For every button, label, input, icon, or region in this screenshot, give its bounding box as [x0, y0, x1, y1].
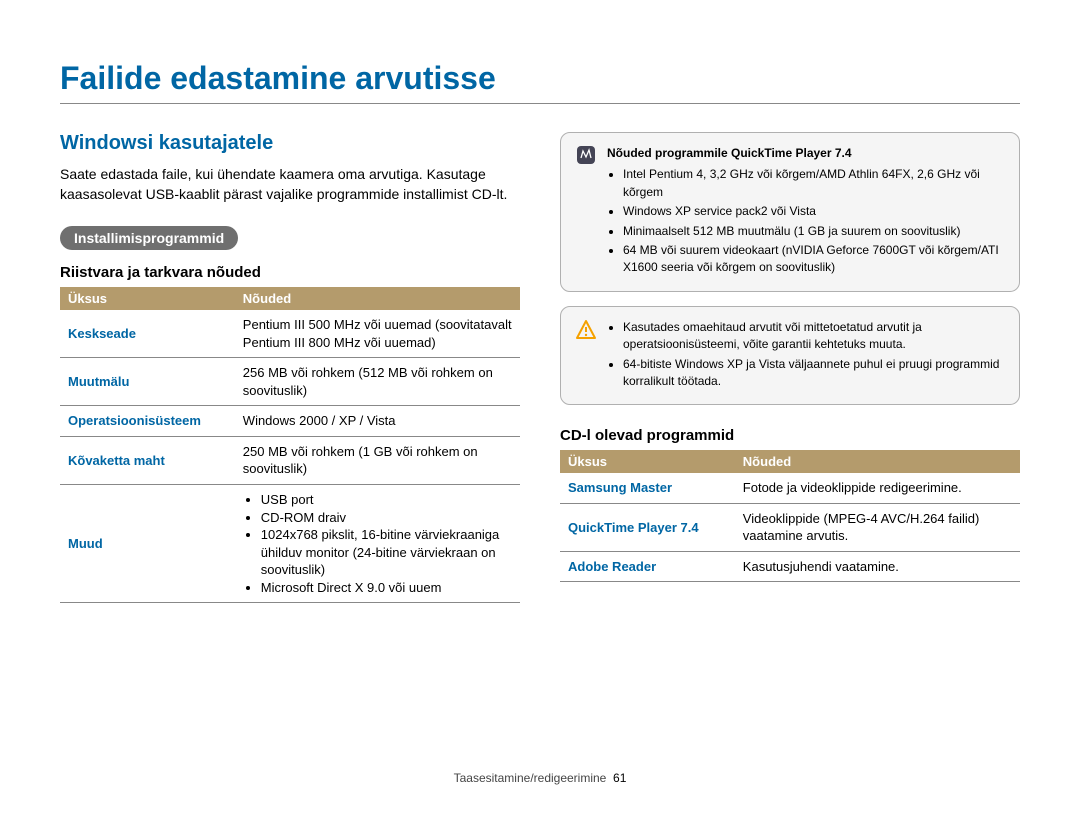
req-os-key: Operatsioonisüsteem [60, 406, 235, 437]
table-row: Operatsioonisüsteem Windows 2000 / XP / … [60, 406, 520, 437]
req-other-1: USB port [261, 491, 512, 509]
req-os-val: Windows 2000 / XP / Vista [235, 406, 520, 437]
install-pill: Installimisprogrammid [60, 226, 238, 250]
cd-th-item: Üksus [560, 450, 735, 473]
requirements-table: Üksus Nõuded Keskseade Pentium III 500 M… [60, 287, 520, 603]
cd-heading: CD-l olevad programmid [560, 427, 1020, 444]
req-cpu-val: Pentium III 500 MHz või uuemad (soovitat… [235, 310, 520, 358]
right-column: Nõuded programmile QuickTime Player 7.4 … [560, 132, 1020, 603]
req-other-4: Microsoft Direct X 9.0 või uuem [261, 579, 512, 597]
table-row: Adobe Reader Kasutusjuhendi vaatamine. [560, 551, 1020, 582]
req-other-val: USB port CD-ROM draiv 1024x768 pikslit, … [235, 485, 520, 603]
footer-page: 61 [613, 771, 626, 785]
warning-icon [575, 319, 597, 393]
cd-r1k: Samsung Master [560, 473, 735, 503]
req-ram-key: Muutmälu [60, 358, 235, 406]
req-ram-val: 256 MB või rohkem (512 MB või rohkem on … [235, 358, 520, 406]
req-th-item: Üksus [60, 287, 235, 310]
req-cpu-key: Keskseade [60, 310, 235, 358]
content-columns: Windowsi kasutajatele Saate edastada fai… [60, 132, 1020, 603]
note-item-3: Minimaalselt 512 MB muutmälu (1 GB ja su… [623, 223, 1005, 240]
req-hd-key: Kõvaketta maht [60, 436, 235, 484]
table-row: Kõvaketta maht 250 MB või rohkem (1 GB v… [60, 436, 520, 484]
table-row: Samsung Master Fotode ja videoklippide r… [560, 473, 1020, 503]
left-column: Windowsi kasutajatele Saate edastada fai… [60, 132, 520, 603]
windows-intro: Saate edastada faile, kui ühendate kaame… [60, 165, 520, 204]
table-row: Muutmälu 256 MB või rohkem (512 MB või r… [60, 358, 520, 406]
cd-r2v: Videoklippide (MPEG-4 AVC/H.264 failid) … [735, 503, 1020, 551]
req-other-key: Muud [60, 485, 235, 603]
note-title: Nõuded programmile QuickTime Player 7.4 [607, 145, 1005, 162]
note-icon [575, 145, 597, 279]
page-title: Failide edastamine arvutisse [60, 60, 1020, 104]
cd-r3k: Adobe Reader [560, 551, 735, 582]
note-item-1: Intel Pentium 4, 3,2 GHz või kõrgem/AMD … [623, 166, 1005, 201]
footer-section: Taasesitamine/redigeerimine [454, 771, 607, 785]
page-footer: Taasesitamine/redigeerimine 61 [0, 771, 1080, 785]
table-row: QuickTime Player 7.4 Videoklippide (MPEG… [560, 503, 1020, 551]
req-other-3: 1024x768 pikslit, 16-bitine värviekraani… [261, 526, 512, 579]
table-row: Muud USB port CD-ROM draiv 1024x768 piks… [60, 485, 520, 603]
cd-r2k: QuickTime Player 7.4 [560, 503, 735, 551]
warn-item-2: 64-bitiste Windows XP ja Vista väljaanne… [623, 356, 1005, 391]
warn-item-1: Kasutades omaehitaud arvutit või mitteto… [623, 319, 1005, 354]
table-row: Keskseade Pentium III 500 MHz või uuemad… [60, 310, 520, 358]
cd-table: Üksus Nõuded Samsung Master Fotode ja vi… [560, 450, 1020, 582]
req-hd-val: 250 MB või rohkem (1 GB või rohkem on so… [235, 436, 520, 484]
cd-r3v: Kasutusjuhendi vaatamine. [735, 551, 1020, 582]
req-other-2: CD-ROM draiv [261, 509, 512, 527]
warning-box: Kasutades omaehitaud arvutit või mitteto… [560, 306, 1020, 406]
note-item-4: 64 MB või suurem videokaart (nVIDIA Gefo… [623, 242, 1005, 277]
req-th-need: Nõuded [235, 287, 520, 310]
note-box: Nõuded programmile QuickTime Player 7.4 … [560, 132, 1020, 292]
cd-r1v: Fotode ja videoklippide redigeerimine. [735, 473, 1020, 503]
cd-th-need: Nõuded [735, 450, 1020, 473]
windows-heading: Windowsi kasutajatele [60, 132, 520, 155]
req-subheading: Riistvara ja tarkvara nõuded [60, 264, 520, 281]
note-item-2: Windows XP service pack2 või Vista [623, 203, 1005, 220]
